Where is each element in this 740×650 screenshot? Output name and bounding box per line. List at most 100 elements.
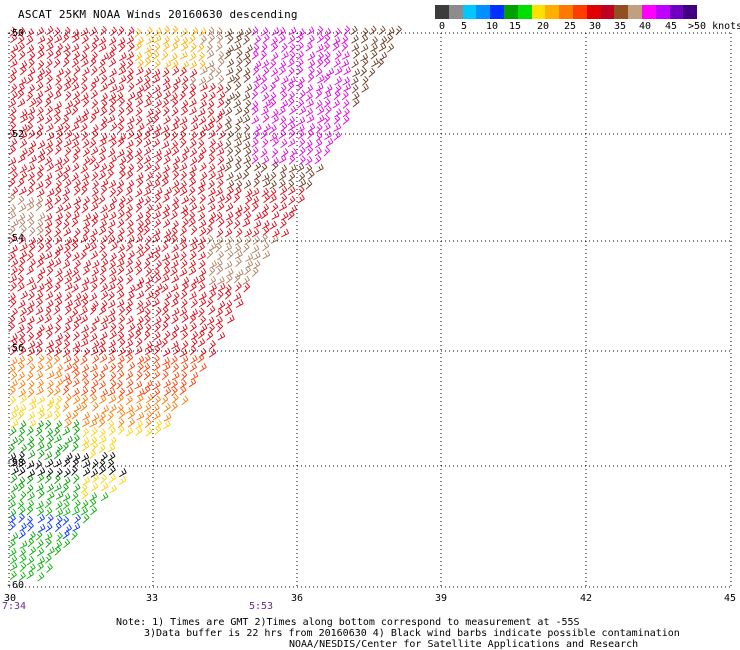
wind-barb-icon <box>89 292 98 302</box>
wind-barb-icon <box>107 227 114 238</box>
wind-barb-icon <box>254 170 262 181</box>
wind-barb-icon <box>8 315 16 325</box>
legend-swatch <box>545 5 560 19</box>
wind-barb-icon <box>251 244 260 254</box>
wind-barb-icon <box>224 122 232 132</box>
wind-barb-icon <box>341 51 350 60</box>
wind-barb-icon <box>46 563 53 573</box>
wind-barb-icon <box>341 34 349 45</box>
wind-barb-icon <box>27 300 35 310</box>
wind-barb-icon <box>89 57 97 68</box>
wind-barb-icon <box>90 228 98 238</box>
wind-barb-icon <box>37 556 45 565</box>
wind-barb-icon <box>154 99 162 109</box>
wind-barb-icon <box>54 545 62 556</box>
wind-barb-icon <box>171 340 179 350</box>
wind-barb-icon <box>152 74 161 84</box>
wind-barb-icon <box>181 313 189 323</box>
wind-barb-icon <box>18 203 27 213</box>
wind-barb-icon <box>98 145 107 156</box>
wind-barb-icon <box>287 138 296 147</box>
wind-barb-icon <box>155 172 162 182</box>
wind-barb-icon <box>11 186 19 196</box>
wind-barb-icon <box>26 265 34 275</box>
wind-barb-icon <box>163 25 170 36</box>
wind-barb-icon <box>116 83 125 93</box>
wind-barb-icon <box>182 146 190 156</box>
time-label-end: 5:53 <box>249 601 274 612</box>
wind-barb-icon <box>245 188 253 198</box>
wind-barb-icon <box>27 163 36 172</box>
wind-barb-icon <box>189 170 196 181</box>
wind-barb-icon <box>288 186 296 196</box>
wind-barb-icon <box>100 211 109 221</box>
wind-barb-icon <box>45 242 52 253</box>
wind-barb-icon <box>9 73 17 84</box>
wind-barb-icon <box>63 122 71 133</box>
wind-barb-icon <box>72 90 80 100</box>
wind-barb-icon <box>35 291 44 301</box>
wind-barb-icon <box>161 177 169 187</box>
wind-barb-icon <box>136 162 144 173</box>
wind-barb-icon <box>37 60 45 70</box>
wind-barb-icon <box>234 139 242 148</box>
wind-barb-icon <box>188 186 196 197</box>
wind-barb-icon <box>45 114 53 125</box>
wind-barb-icon <box>63 107 72 117</box>
wind-barb-icon <box>107 411 114 422</box>
wind-barb-icon <box>197 185 205 195</box>
wind-barb-icon <box>126 404 134 414</box>
wind-barb-icon <box>126 227 134 237</box>
wind-barb-icon <box>243 155 252 165</box>
wind-barb-icon <box>198 307 205 318</box>
wind-barb-icon <box>170 401 178 412</box>
wind-barb-icon <box>152 68 161 78</box>
wind-barb-icon <box>135 234 144 243</box>
wind-barb-icon <box>152 228 161 237</box>
wind-barb-icon <box>161 140 170 150</box>
wind-barb-icon <box>118 133 126 142</box>
wind-barb-icon <box>35 73 44 84</box>
wind-barb-icon <box>243 73 251 83</box>
wind-barb-icon <box>144 282 152 292</box>
wind-barb-icon <box>9 204 16 214</box>
wind-barb-icon <box>136 306 145 315</box>
wind-barb-icon <box>271 161 279 172</box>
wind-barb-icon <box>233 273 241 284</box>
wind-barb-icon <box>99 243 106 253</box>
wind-barb-icon <box>288 195 296 206</box>
wind-barb-icon <box>73 346 81 357</box>
wind-barb-icon <box>288 91 295 101</box>
wind-barb-icon <box>298 138 306 148</box>
wind-barb-icon <box>188 51 197 62</box>
wind-barb-icon <box>117 201 125 212</box>
lat-label-56: -56 <box>6 343 25 354</box>
wind-barb-icon <box>271 148 279 158</box>
wind-barb-icon <box>207 26 215 37</box>
wind-barb-icon <box>71 82 80 92</box>
wind-barb-icon <box>269 59 277 70</box>
wind-barb-icon <box>251 100 259 110</box>
wind-barb-icon <box>26 91 33 102</box>
wind-barb-icon <box>53 282 61 293</box>
wind-barb-icon <box>19 242 28 252</box>
wind-barb-icon <box>64 275 72 285</box>
wind-barb-icon <box>18 571 26 581</box>
wind-barb-icon <box>361 27 369 38</box>
wind-barb-icon <box>82 266 90 276</box>
wind-barb-icon <box>126 116 135 125</box>
wind-barb-icon <box>62 172 70 182</box>
wind-barb-icon <box>28 258 36 268</box>
wind-barb-icon <box>135 212 144 222</box>
wind-barb-icon <box>72 419 80 429</box>
wind-barb-icon <box>235 106 243 116</box>
wind-barb-icon <box>306 99 314 108</box>
wind-barb-icon <box>55 75 62 86</box>
wind-barb-icon <box>298 106 307 116</box>
wind-barb-icon <box>197 43 205 53</box>
wind-barb-icon <box>243 179 252 189</box>
wind-barb-icon <box>99 331 108 341</box>
wind-barb-icon <box>179 116 188 126</box>
wind-barb-icon <box>55 235 63 245</box>
wind-barb-icon <box>153 316 162 325</box>
